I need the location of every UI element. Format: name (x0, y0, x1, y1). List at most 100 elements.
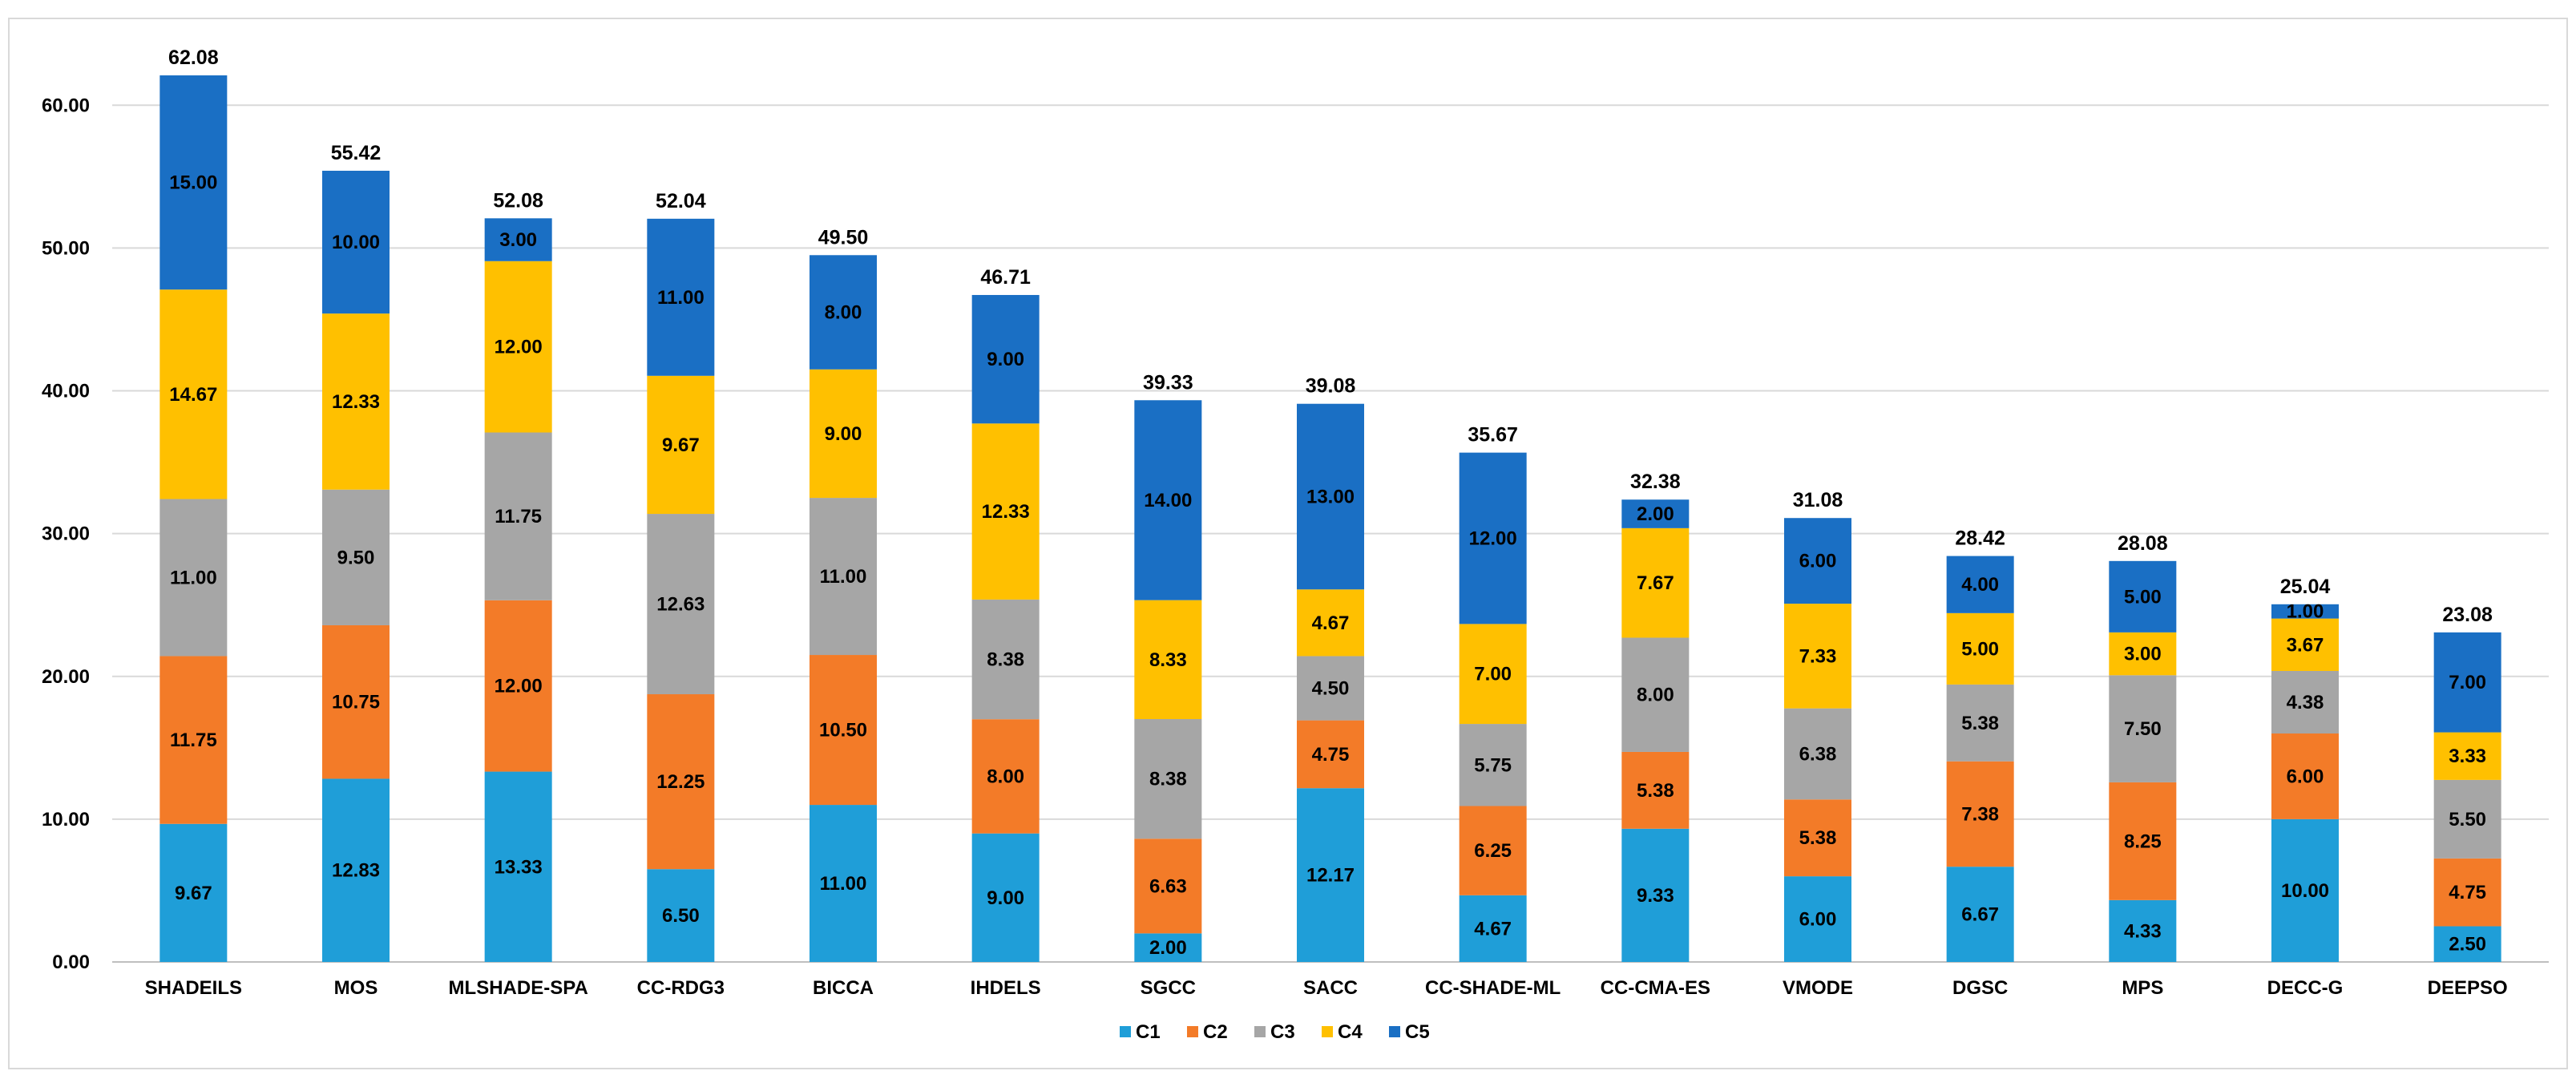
data-labels: 9.67 11.75 11.00 14.67 15.00 62.08 12.83 10.75 9… (168, 46, 2493, 959)
data-label: 8.00 (987, 766, 1024, 787)
bar-segment-c2 (1784, 799, 1851, 877)
y-tick-label: 50.00 (42, 237, 90, 259)
bar-segment-c1 (1297, 788, 1364, 962)
data-label: 10.00 (2281, 880, 2329, 902)
data-label: 8.38 (1149, 769, 1187, 790)
bar-segment-c4 (1621, 527, 1690, 638)
bar-segment-c3 (2433, 779, 2501, 859)
bar-segment-c2 (2271, 733, 2339, 819)
data-label: 11.00 (820, 873, 867, 895)
bar-segment-c1 (810, 805, 877, 962)
data-label: 12.17 (1306, 865, 1355, 887)
y-tick-label: 40.00 (42, 381, 90, 402)
data-label: 11.00 (170, 567, 217, 588)
total-label: 52.04 (656, 190, 706, 212)
total-label: 28.08 (2118, 532, 2168, 555)
bar-segment-c5 (1459, 452, 1527, 624)
bar-segment-c2 (1134, 839, 1202, 934)
x-tick-label: CC-RDG3 (637, 977, 725, 999)
x-tick-label: CC-SHADE-ML (1425, 977, 1561, 999)
bar-segment-c1 (322, 778, 390, 962)
bar-segment-c3 (322, 489, 390, 625)
legend: C1 C2 C3 C4 C5 (1120, 1021, 1430, 1043)
bar-segment-c3 (1134, 719, 1202, 839)
bar-segment-c5 (971, 294, 1040, 424)
x-tick-label: MPS (2122, 977, 2163, 999)
data-label: 12.25 (656, 771, 705, 793)
bar-segment-c4 (322, 313, 390, 490)
total-label: 25.04 (2280, 576, 2331, 598)
data-label: 6.00 (2287, 766, 2324, 787)
bar-segment-c3 (1784, 708, 1851, 800)
data-label: 8.38 (987, 649, 1024, 671)
data-label: 5.38 (1637, 780, 1674, 802)
legend-swatch-c1 (1120, 1026, 1131, 1037)
y-tick-label: 60.00 (42, 95, 90, 116)
data-label: 3.00 (2124, 644, 2162, 665)
bar-segment-c3 (1946, 684, 2014, 762)
bar-segment-c4 (1784, 604, 1851, 709)
data-label: 4.67 (1474, 918, 1512, 940)
bar-segment-c1 (647, 869, 715, 962)
bar-segment-c4 (1297, 589, 1364, 657)
data-label: 9.67 (662, 434, 700, 456)
bar-segment-c1 (2109, 899, 2177, 962)
bar-segment-c2 (647, 694, 715, 870)
data-label: 3.67 (2287, 634, 2324, 656)
data-label: 6.00 (1799, 551, 1837, 572)
data-label: 8.33 (1149, 649, 1187, 671)
bar-segment-c5 (810, 255, 877, 370)
bar-segment-c5 (1297, 403, 1364, 590)
bar-segment-c1 (1621, 828, 1690, 962)
x-tick-label: IHDELS (971, 977, 1041, 999)
x-tick-label: MLSHADE-SPA (449, 977, 588, 999)
bar-segment-c4 (2433, 732, 2501, 780)
bar-segment-c5 (2109, 560, 2177, 632)
data-label: 4.50 (1312, 678, 1350, 700)
bar-segment-c2 (810, 655, 877, 806)
data-label: 13.33 (495, 856, 543, 878)
data-label: 5.00 (2124, 586, 2162, 608)
data-label: 4.33 (2124, 920, 2162, 942)
legend-swatch-c4 (1322, 1026, 1333, 1037)
bar-segment-c2 (971, 719, 1040, 834)
y-tick-label: 30.00 (42, 523, 90, 545)
y-tick-label: 20.00 (42, 666, 90, 688)
bar-segment-c5 (1784, 518, 1851, 604)
x-tick-label: DEEPSO (2428, 977, 2508, 999)
data-label: 6.25 (1474, 840, 1512, 862)
total-label: 49.50 (818, 226, 869, 249)
x-tick-label: DECC-G (2267, 977, 2344, 999)
data-label: 6.50 (662, 905, 700, 927)
data-label: 2.00 (1149, 937, 1187, 959)
bar-segment-c4 (1134, 600, 1202, 720)
bar-segment-c4 (159, 289, 228, 499)
bar-segment-c5 (647, 218, 715, 376)
y-axis: 0.00 10.00 20.00 30.00 40.00 50.00 60.00 (42, 95, 90, 973)
data-label: 10.00 (332, 232, 380, 253)
bar-segment-c1 (1459, 895, 1527, 962)
total-label: 32.38 (1630, 471, 1681, 493)
legend-label: C2 (1203, 1021, 1228, 1043)
bar-segment-c2 (1459, 806, 1527, 895)
bar-segment-c5 (1621, 499, 1690, 528)
data-label: 11.00 (657, 287, 705, 309)
data-label: 9.00 (987, 887, 1024, 909)
legend-swatch-c3 (1254, 1026, 1266, 1037)
bar-segment-c1 (971, 833, 1040, 962)
bar-segment-c1 (159, 823, 228, 962)
data-label: 12.00 (495, 676, 543, 697)
data-label: 7.00 (1474, 664, 1512, 685)
total-label: 39.08 (1306, 375, 1356, 398)
y-tick-label: 10.00 (42, 809, 90, 830)
data-label: 7.38 (1961, 803, 1999, 825)
total-label: 55.42 (331, 142, 382, 164)
legend-label: C1 (1136, 1021, 1161, 1043)
bar-segment-c3 (1297, 656, 1364, 721)
data-label: 8.00 (1637, 685, 1674, 706)
data-label: 3.00 (499, 229, 537, 251)
bar-segment-c3 (810, 498, 877, 656)
data-label: 3.33 (2449, 746, 2486, 767)
data-label: 5.38 (1799, 827, 1837, 849)
data-label: 12.00 (1469, 528, 1517, 550)
